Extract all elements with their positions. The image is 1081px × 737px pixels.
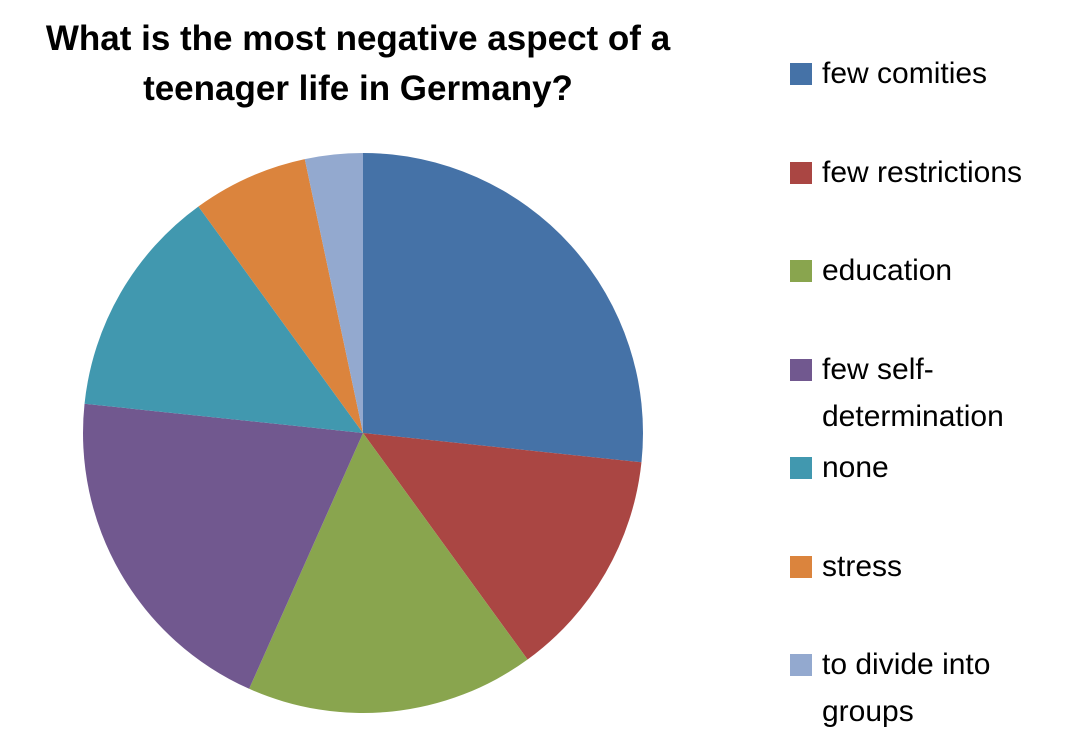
legend-swatch (790, 260, 812, 282)
legend-label: stress (822, 549, 903, 583)
legend-item: none (790, 444, 1080, 491)
legend-label: none (822, 451, 889, 484)
pie-slice (363, 433, 642, 660)
pie-slice (84, 206, 363, 433)
legend-item: to divide into groups (790, 641, 1080, 735)
legend-label: few restrictions (822, 155, 1023, 189)
pie-slice (304, 153, 363, 433)
legend-label: few self-determination (822, 352, 1004, 433)
pie-slice (249, 433, 528, 714)
legend-item: education (790, 247, 1080, 294)
legend-swatch (790, 161, 812, 184)
legend-item: stress (790, 543, 1080, 590)
legend-swatch (790, 457, 812, 479)
chart (82, 153, 644, 714)
pie-slice (82, 403, 363, 689)
pie-slice (363, 153, 644, 463)
pie-slice (198, 159, 363, 434)
legend-label: few comities (822, 57, 988, 90)
legend-swatch (790, 555, 812, 578)
chart-title: What is the most negative aspect of a te… (45, 19, 671, 108)
legend-swatch (790, 358, 812, 381)
legend-swatch (790, 63, 812, 85)
legend-item: few self-determination (790, 346, 1080, 440)
legend-swatch (790, 654, 812, 676)
legend-label: education (822, 254, 953, 287)
legend-item: few restrictions (790, 149, 1080, 196)
legend-item: few comities (790, 50, 1080, 97)
legend-label: to divide into groups (822, 648, 991, 728)
